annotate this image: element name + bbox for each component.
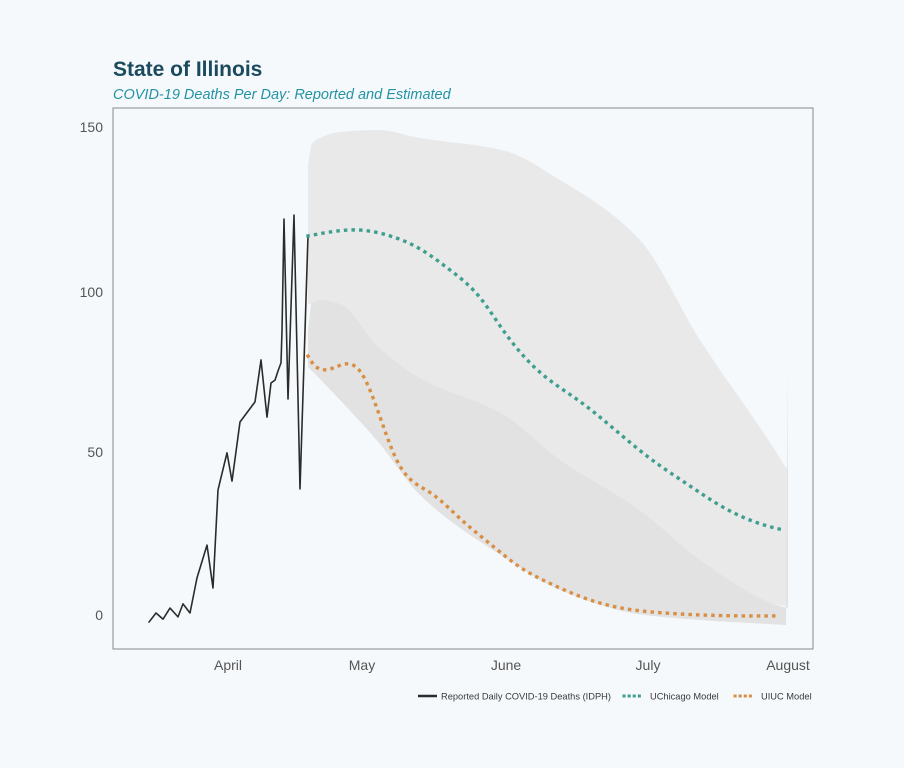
svg-text:August: August	[766, 657, 810, 673]
svg-text:UChicago Model: UChicago Model	[650, 692, 719, 702]
svg-text:July: July	[636, 657, 661, 673]
svg-text:May: May	[349, 657, 375, 673]
svg-text:100: 100	[80, 284, 104, 300]
svg-text:Reported Daily COVID-19 Deaths: Reported Daily COVID-19 Deaths (IDPH)	[441, 692, 611, 702]
svg-text:April: April	[214, 657, 242, 673]
svg-text:150: 150	[80, 119, 104, 135]
svg-text:50: 50	[87, 444, 103, 460]
svg-text:June: June	[491, 657, 522, 673]
svg-text:UIUC Model: UIUC Model	[761, 692, 812, 702]
svg-text:0: 0	[95, 607, 103, 623]
